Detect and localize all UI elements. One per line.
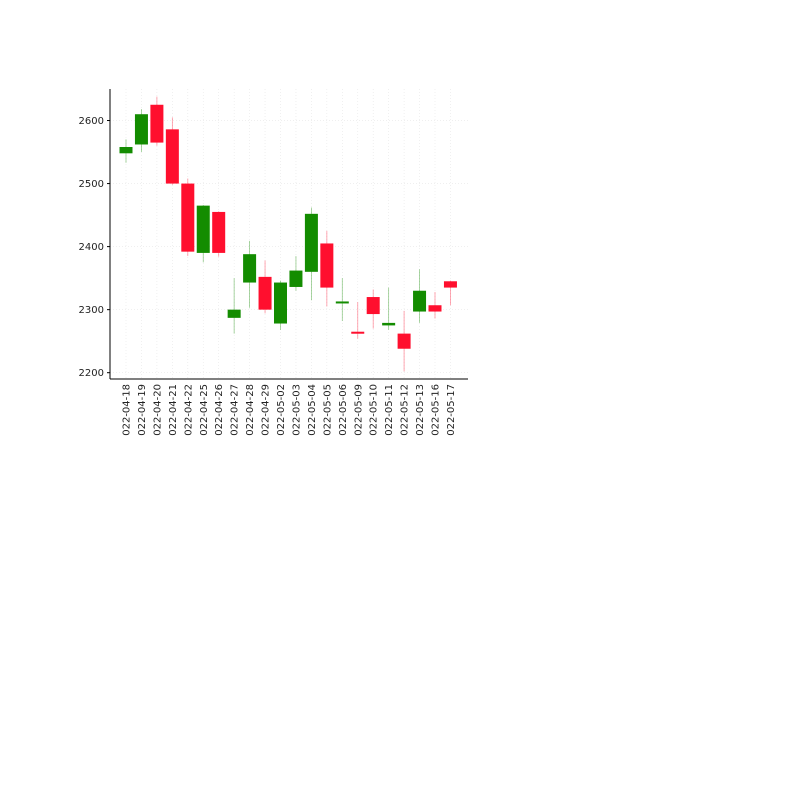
x-tick-label: 022-05-13 bbox=[415, 384, 426, 436]
y-tick-label: 2600 bbox=[79, 116, 104, 127]
candle-body-down bbox=[443, 281, 457, 288]
candle-body-up bbox=[196, 205, 210, 253]
x-tick-label: 022-04-21 bbox=[168, 384, 179, 436]
candle-body-down bbox=[351, 331, 365, 334]
y-tick-label: 2300 bbox=[79, 305, 104, 316]
candle-body-down bbox=[397, 333, 411, 349]
x-tick-label: 022-05-12 bbox=[400, 384, 411, 436]
candle-body-down bbox=[320, 243, 334, 288]
y-tick-label: 2200 bbox=[79, 368, 104, 379]
x-tick-label: 022-05-02 bbox=[276, 384, 287, 436]
candle-body-up bbox=[335, 301, 349, 304]
x-tick-label: 022-04-26 bbox=[214, 384, 225, 436]
x-tick-label: 022-04-25 bbox=[199, 384, 210, 436]
x-tick-label: 022-05-03 bbox=[291, 384, 302, 436]
candle-body-up bbox=[119, 147, 133, 154]
candle-body-up bbox=[382, 322, 396, 326]
x-tick-label: 022-04-29 bbox=[261, 384, 272, 436]
candle-body-up bbox=[227, 309, 241, 318]
x-tick-label: 022-05-04 bbox=[307, 384, 318, 436]
x-tick-label: 022-04-28 bbox=[245, 384, 256, 436]
candle-body-down bbox=[181, 183, 195, 252]
candles bbox=[119, 96, 457, 372]
candle-body-up bbox=[413, 290, 427, 312]
candle-body-down bbox=[366, 297, 380, 315]
y-tick-labels: 2200 2300 2400 2500 2600 bbox=[79, 116, 110, 379]
candle-body-up bbox=[304, 213, 318, 272]
axes bbox=[109, 89, 468, 380]
candle-body-down bbox=[212, 211, 226, 253]
y-tick-label: 2500 bbox=[79, 179, 104, 190]
x-tick-label: 022-05-05 bbox=[322, 384, 333, 436]
candle-body-down bbox=[258, 276, 272, 310]
x-tick-label: 022-05-09 bbox=[353, 384, 364, 436]
x-tick-label: 022-05-17 bbox=[446, 384, 457, 436]
x-tick-labels: 022-04-18 022-04-19 022-04-20 022-04-21 022-… bbox=[122, 384, 457, 436]
candle-body-up bbox=[289, 270, 303, 287]
candle-body-down bbox=[165, 129, 179, 184]
grid bbox=[110, 89, 468, 379]
x-tick-label: 022-05-10 bbox=[369, 384, 380, 436]
candle-body-down bbox=[150, 104, 164, 143]
candle-body-down bbox=[428, 305, 442, 312]
candle-body-up bbox=[243, 254, 257, 283]
y-tick-label: 2400 bbox=[79, 242, 104, 253]
x-tick-label: 022-05-06 bbox=[338, 384, 349, 436]
x-tick-label: 022-05-11 bbox=[384, 384, 395, 436]
x-tick-label: 022-04-18 bbox=[122, 384, 133, 436]
x-tick-label: 022-04-22 bbox=[183, 384, 194, 436]
candle-body-up bbox=[274, 282, 287, 324]
x-tick-label: 022-04-27 bbox=[230, 384, 241, 436]
x-tick-label: 022-04-19 bbox=[137, 384, 148, 436]
x-tick-label: 022-04-20 bbox=[152, 384, 163, 436]
candle-body-up bbox=[134, 114, 148, 145]
x-tick-label: 022-05-16 bbox=[431, 384, 442, 436]
